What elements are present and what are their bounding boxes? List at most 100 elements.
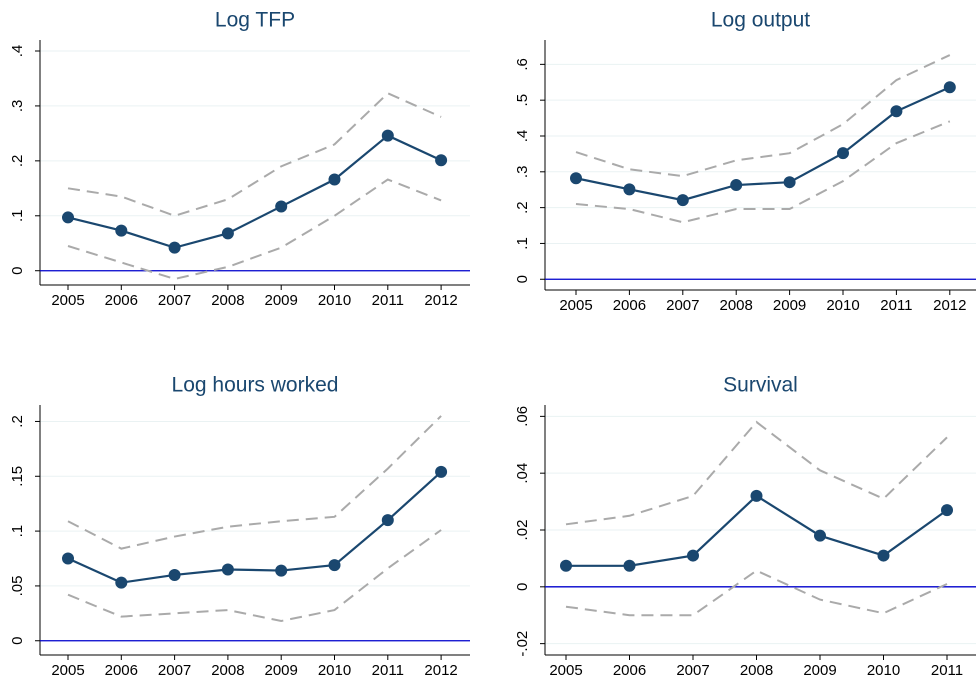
x-tick-label: 2009 <box>803 662 836 679</box>
x-tick-label: 2006 <box>105 292 138 309</box>
x-tick-label: 2010 <box>318 662 351 679</box>
x-tick-label: 2005 <box>549 662 582 679</box>
x-tick-label: 2005 <box>51 662 84 679</box>
point <box>837 147 849 160</box>
series-line <box>67 471 442 584</box>
panel: 0 .05 .1 .15 .2 2005 2006 2007 2008 2009 2010 2011 2… <box>9 374 470 679</box>
series-line <box>575 86 951 202</box>
point <box>890 105 903 118</box>
point <box>943 81 956 94</box>
point <box>275 200 288 213</box>
y-tick-label: .1 <box>9 525 26 538</box>
x-tick-label: 2008 <box>211 292 244 309</box>
series-line <box>565 569 948 617</box>
x-tick-label: 2008 <box>211 662 244 679</box>
point <box>676 194 689 207</box>
x-tick-label: 2008 <box>740 662 773 679</box>
x-tick-label: 2010 <box>826 297 859 314</box>
panel-title: Log hours worked <box>172 374 339 397</box>
y-tick-label: -.02 <box>514 631 531 657</box>
point <box>221 563 234 576</box>
y-tick-label: .02 <box>514 520 531 541</box>
x-tick-label: 2010 <box>867 662 900 679</box>
panel-title: Log TFP <box>215 9 295 32</box>
point <box>381 514 394 527</box>
point <box>381 129 394 142</box>
y-tick-label: .06 <box>514 406 531 427</box>
series-line <box>566 494 948 567</box>
x-tick-label: 2009 <box>265 662 298 679</box>
y-tick-label: .2 <box>9 415 26 428</box>
x-tick-label: 2011 <box>880 297 912 314</box>
x-tick-label: 2012 <box>424 292 457 309</box>
panel: 0 .1 .2 .3 .4 .5 .6 2005 2006 2007 2008 2009 2010 201… <box>514 9 976 314</box>
point <box>623 559 636 572</box>
point <box>221 227 234 240</box>
point <box>730 179 743 192</box>
point <box>115 224 128 237</box>
y-tick-label: .3 <box>514 166 531 179</box>
x-tick-label: 2007 <box>666 297 699 314</box>
series-line <box>575 120 951 224</box>
x-tick-label: 2011 <box>372 662 404 679</box>
point <box>115 576 128 589</box>
point <box>62 211 74 224</box>
y-tick-label: .4 <box>514 130 531 143</box>
point <box>168 568 181 581</box>
x-tick-label: 2009 <box>265 292 298 309</box>
y-tick-label: .05 <box>9 575 26 596</box>
x-tick-label: 2005 <box>559 297 592 314</box>
x-tick-label: 2008 <box>720 297 753 314</box>
point <box>328 559 341 572</box>
x-tick-label: 2006 <box>105 662 138 679</box>
point <box>275 564 288 577</box>
point <box>62 552 74 565</box>
point <box>687 549 699 562</box>
series-line <box>575 54 951 178</box>
point <box>750 489 763 502</box>
panel-title: Log output <box>711 9 810 32</box>
x-tick-label: 2007 <box>676 662 709 679</box>
x-tick-label: 2007 <box>158 292 191 309</box>
x-tick-label: 2005 <box>51 292 84 309</box>
y-tick-label: .4 <box>9 45 26 58</box>
series-line <box>67 415 442 550</box>
series-line <box>565 420 948 526</box>
panel: 0 .1 .2 .3 .4 2005 2006 2007 2008 2009 2010 2011 201… <box>9 9 470 309</box>
y-tick-label: 0 <box>514 583 531 591</box>
x-tick-label: 2010 <box>318 292 351 309</box>
x-tick-label: 2012 <box>424 662 457 679</box>
x-tick-label: 2007 <box>158 662 191 679</box>
panel-title: Survival <box>723 374 798 397</box>
point <box>435 154 448 167</box>
x-tick-label: 2012 <box>933 297 966 314</box>
panel: -.02 0 .02 .04 .06 2005 2006 2007 2008 2009 2010 20… <box>514 374 976 679</box>
y-tick-label: .2 <box>9 155 26 168</box>
point <box>783 176 796 189</box>
y-tick-label: .1 <box>514 237 531 250</box>
y-tick-label: .04 <box>514 463 531 484</box>
point <box>941 504 953 517</box>
y-tick-label: .1 <box>9 210 26 223</box>
point <box>560 559 572 572</box>
x-tick-label: 2011 <box>372 292 404 309</box>
y-tick-label: .5 <box>514 94 531 107</box>
point <box>328 173 341 186</box>
y-tick-label: .15 <box>9 466 26 487</box>
x-tick-label: 2009 <box>773 297 806 314</box>
x-tick-label: 2006 <box>613 297 646 314</box>
series-line <box>67 134 442 249</box>
point <box>168 241 181 254</box>
series-line <box>67 529 442 623</box>
point <box>435 465 448 478</box>
point <box>877 549 890 562</box>
y-tick-label: 0 <box>514 275 531 283</box>
point <box>814 529 826 542</box>
point <box>570 172 582 185</box>
x-tick-label: 2006 <box>613 662 646 679</box>
series-line <box>67 92 442 217</box>
x-tick-label: 2011 <box>931 662 963 679</box>
y-tick-label: 0 <box>9 267 26 275</box>
y-tick-label: .2 <box>514 201 531 214</box>
